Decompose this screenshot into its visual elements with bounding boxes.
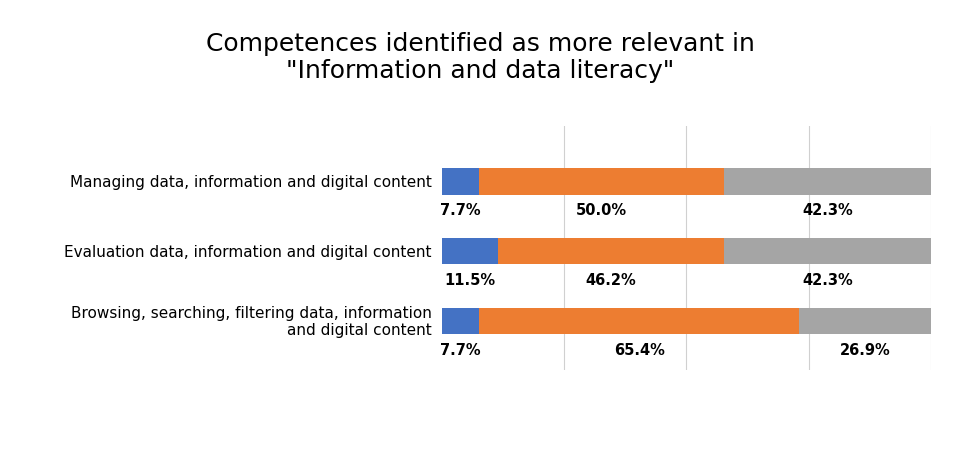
Bar xyxy=(724,238,931,265)
Text: 7.7%: 7.7% xyxy=(440,342,481,357)
Bar xyxy=(442,238,498,265)
Text: Browsing, searching, filtering data, information
and digital content: Browsing, searching, filtering data, inf… xyxy=(71,305,432,337)
Text: 65.4%: 65.4% xyxy=(614,342,665,357)
Bar xyxy=(479,169,724,195)
Bar xyxy=(800,308,931,334)
Text: Competences identified as more relevant in
"Information and data literacy": Competences identified as more relevant … xyxy=(205,32,755,83)
Bar xyxy=(442,169,479,195)
Text: 26.9%: 26.9% xyxy=(840,342,891,357)
Text: 7.7%: 7.7% xyxy=(440,203,481,218)
Text: 50.0%: 50.0% xyxy=(576,203,627,218)
Bar xyxy=(498,238,724,265)
Text: 42.3%: 42.3% xyxy=(803,272,853,287)
Bar xyxy=(442,308,479,334)
Text: Evaluation data, information and digital content: Evaluation data, information and digital… xyxy=(64,244,432,259)
Text: Managing data, information and digital content: Managing data, information and digital c… xyxy=(70,175,432,189)
Text: 46.2%: 46.2% xyxy=(586,272,636,287)
Bar xyxy=(479,308,800,334)
Text: 11.5%: 11.5% xyxy=(444,272,495,287)
Text: 42.3%: 42.3% xyxy=(803,203,853,218)
Bar xyxy=(724,169,931,195)
